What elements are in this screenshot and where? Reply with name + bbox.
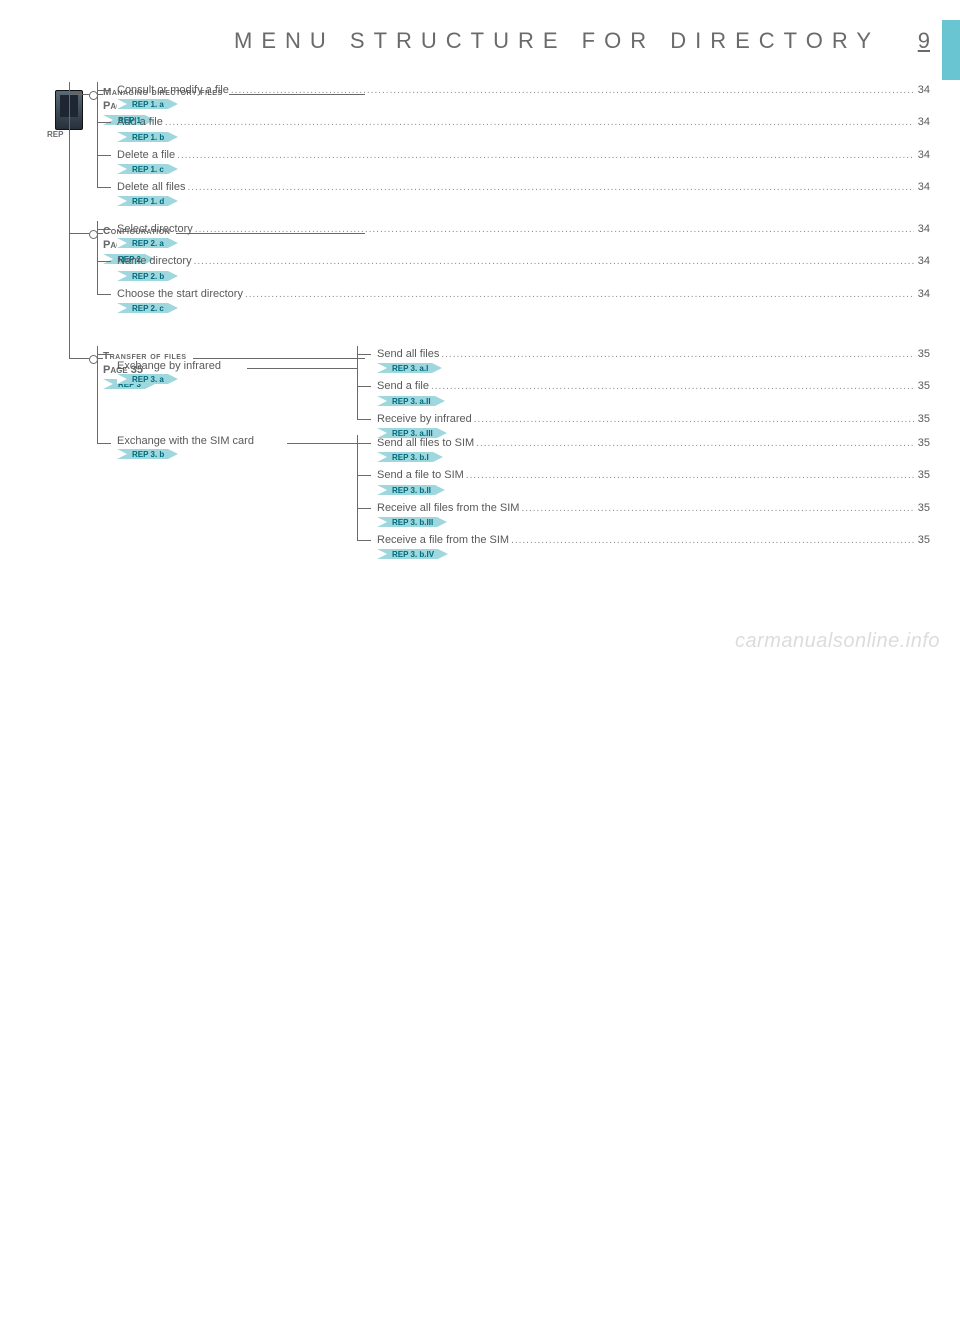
rep-tag: REP 2. b [117, 271, 168, 281]
leaf-page: 35 [914, 347, 930, 361]
page-title: MENU STRUCTURE FOR DIRECTORY [0, 28, 880, 54]
menu-tree: Managing directory files Page 34 REP 1 C… [69, 96, 930, 623]
leaf-label: Send all files [377, 347, 439, 361]
leaf-page: 35 [914, 468, 930, 482]
rep-tag: REP 3. a [117, 374, 168, 384]
subsection-sim: Exchange with the SIM card REP 3. b Send… [97, 435, 930, 560]
leaf-item: Send all files to SIM 35 REP 3. b.I [357, 435, 930, 463]
rep-tag: REP 3. b.III [377, 517, 437, 527]
leader-dots [192, 254, 914, 268]
leaf-label: Send a file to SIM [377, 468, 464, 482]
leaf-page: 35 [914, 379, 930, 393]
leader-dots [509, 533, 914, 547]
subsection-title: Exchange by infrared [117, 360, 337, 372]
leaf-label: Receive by infrared [377, 412, 472, 426]
leader-dots [429, 379, 914, 393]
rep-tag: REP 1. a [117, 99, 168, 109]
leaf-page: 34 [914, 180, 930, 194]
leaf-item: Add a file 34 REP 1. b [97, 114, 930, 142]
leaf-label: Delete all files [117, 180, 185, 194]
leader-dots [519, 501, 913, 515]
leaf-label: Choose the start directory [117, 287, 243, 301]
leaf-page: 34 [914, 148, 930, 162]
leaf-item: Send all files 35 REP 3. a.I [357, 346, 930, 374]
leader-dots [175, 148, 914, 162]
rep-tag: REP 3. b [117, 449, 168, 459]
rep-tag: REP 2. a [117, 238, 168, 248]
leaf-page: 34 [914, 115, 930, 129]
root-label: REP [47, 130, 63, 139]
leader-dots [439, 347, 913, 361]
watermark: carmanualsonline.info [735, 630, 940, 653]
leaf-label: Receive all files from the SIM [377, 501, 519, 515]
leaf-item: Select directory 34 REP 2. a [97, 221, 930, 249]
leaf-label: Add a file [117, 115, 163, 129]
leaf-label: Delete a file [117, 148, 175, 162]
leaf-item: Consult or modify a file 34 REP 1. a [97, 82, 930, 110]
leaf-page: 35 [914, 412, 930, 426]
leaf-item: Receive all files from the SIM 35 REP 3. … [357, 500, 930, 528]
leader-dots [474, 436, 914, 450]
leaf-label: Select directory [117, 222, 193, 236]
leaf-page: 35 [914, 501, 930, 515]
leader-dots [163, 115, 914, 129]
rep-tag: REP 1. b [117, 132, 168, 142]
rep-tag: REP 3. a.II [377, 396, 435, 406]
leader-dots [472, 412, 914, 426]
leaf-page: 35 [914, 436, 930, 450]
leaf-label: Consult or modify a file [117, 83, 229, 97]
leaf-item: Name directory 34 REP 2. b [97, 253, 930, 281]
leaf-label: Receive a file from the SIM [377, 533, 509, 547]
leaf-label: Name directory [117, 254, 192, 268]
leaf-page: 34 [914, 287, 930, 301]
leaf-item: Receive a file from the SIM 35 REP 3. b.I… [357, 532, 930, 560]
leaf-label: Send a file [377, 379, 429, 393]
leaf-page: 34 [914, 222, 930, 236]
leaf-item: Delete all files 34 REP 1. d [97, 179, 930, 207]
rep-tag: REP 3. a.I [377, 363, 432, 373]
rep-tag: REP 3. b.IV [377, 549, 438, 559]
leaf-page: 34 [914, 254, 930, 268]
subsection-title: Exchange with the SIM card [117, 435, 337, 447]
leaf-page: 34 [914, 83, 930, 97]
section-transfer: Transfer of files Page 35 REP 3 Exchange… [69, 346, 930, 560]
page-number: 9 [918, 28, 930, 54]
leaf-item: Delete a file 34 REP 1. c [97, 147, 930, 175]
rep-tag: REP 2. c [117, 303, 168, 313]
side-tab [942, 20, 960, 80]
leaf-item: Send a file 35 REP 3. a.II [357, 378, 930, 406]
leaf-page: 35 [914, 533, 930, 547]
leader-dots [185, 180, 913, 194]
leader-dots [193, 222, 914, 236]
rep-tag: REP 1. c [117, 164, 168, 174]
leader-dots [243, 287, 914, 301]
leaf-item: Send a file to SIM 35 REP 3. b.II [357, 467, 930, 495]
rep-tag: REP 3. b.I [377, 452, 433, 462]
rep-tag: REP 3. b.II [377, 485, 435, 495]
rep-tag: REP 1. d [117, 196, 168, 206]
leader-dots [464, 468, 914, 482]
leader-dots [229, 83, 914, 97]
leaf-label: Send all files to SIM [377, 436, 474, 450]
leaf-item: Choose the start directory 34 REP 2. c [97, 286, 930, 314]
